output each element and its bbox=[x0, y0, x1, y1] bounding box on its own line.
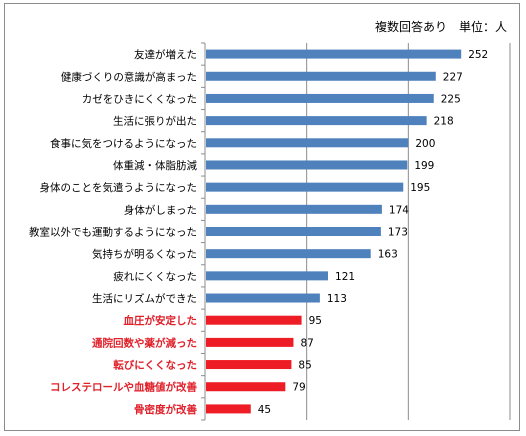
bar-14 bbox=[206, 337, 294, 347]
bar-9 bbox=[206, 227, 381, 236]
value-label: 163 bbox=[378, 249, 398, 261]
category-label: カゼをひきにくくなった bbox=[82, 93, 197, 105]
value-label: 252 bbox=[468, 49, 488, 61]
bar-17 bbox=[206, 404, 251, 414]
category-label: 生活にリズムができた bbox=[92, 292, 197, 305]
value-label: 227 bbox=[443, 71, 463, 83]
bar-11 bbox=[206, 271, 329, 281]
value-label: 113 bbox=[327, 293, 347, 305]
bar-15 bbox=[206, 360, 292, 370]
category-label: 血圧が安定した bbox=[124, 314, 198, 327]
value-label: 199 bbox=[414, 160, 434, 172]
bar-5 bbox=[206, 138, 409, 148]
category-label: 骨密度が改善 bbox=[134, 403, 197, 416]
category-label: 友達が増えた bbox=[134, 48, 197, 61]
category-label: 生活に張りが出た bbox=[113, 115, 197, 128]
category-label: コレステロールや血糖値が改善 bbox=[50, 381, 197, 394]
category-label: 通院回数や薬が減った bbox=[92, 336, 197, 349]
category-label: 転びにくくなった bbox=[113, 359, 197, 372]
value-label: 45 bbox=[258, 404, 271, 416]
category-label: 身体のことを気遣うようになった bbox=[40, 181, 198, 194]
category-label: 気持ちが明るくなった bbox=[92, 248, 197, 261]
value-label: 218 bbox=[434, 116, 454, 128]
bar-13 bbox=[206, 315, 302, 325]
bar-7 bbox=[206, 182, 404, 192]
value-label: 173 bbox=[388, 227, 408, 239]
value-label: 87 bbox=[300, 337, 313, 349]
value-label: 85 bbox=[298, 360, 311, 372]
bar-10 bbox=[206, 249, 371, 259]
bar-8 bbox=[206, 204, 382, 214]
bar-16 bbox=[206, 382, 286, 392]
category-label: 体重減・体脂肪減 bbox=[113, 159, 197, 172]
value-label: 79 bbox=[292, 382, 305, 394]
bar-3 bbox=[206, 93, 434, 103]
bar-4 bbox=[206, 116, 427, 126]
bar-2 bbox=[206, 71, 436, 81]
value-label: 195 bbox=[410, 182, 430, 194]
bar-1 bbox=[206, 49, 462, 59]
value-label: 200 bbox=[415, 138, 435, 150]
bar-6 bbox=[206, 160, 408, 170]
category-label: 疲れにくくなった bbox=[113, 270, 197, 283]
unit-note: 複数回答あり 単位：人 bbox=[374, 20, 507, 34]
value-label: 174 bbox=[389, 204, 409, 216]
category-label: 健康づくりの意識が高まった bbox=[61, 70, 197, 83]
category-label: 教室以外でも運動するようになった bbox=[29, 226, 197, 239]
bar-12 bbox=[206, 293, 320, 303]
value-label: 121 bbox=[335, 271, 355, 283]
category-label: 食事に気をつけるようになった bbox=[50, 137, 197, 150]
category-label: 身体がしまった bbox=[124, 203, 197, 216]
value-label: 225 bbox=[441, 93, 461, 105]
value-label: 95 bbox=[309, 315, 322, 327]
